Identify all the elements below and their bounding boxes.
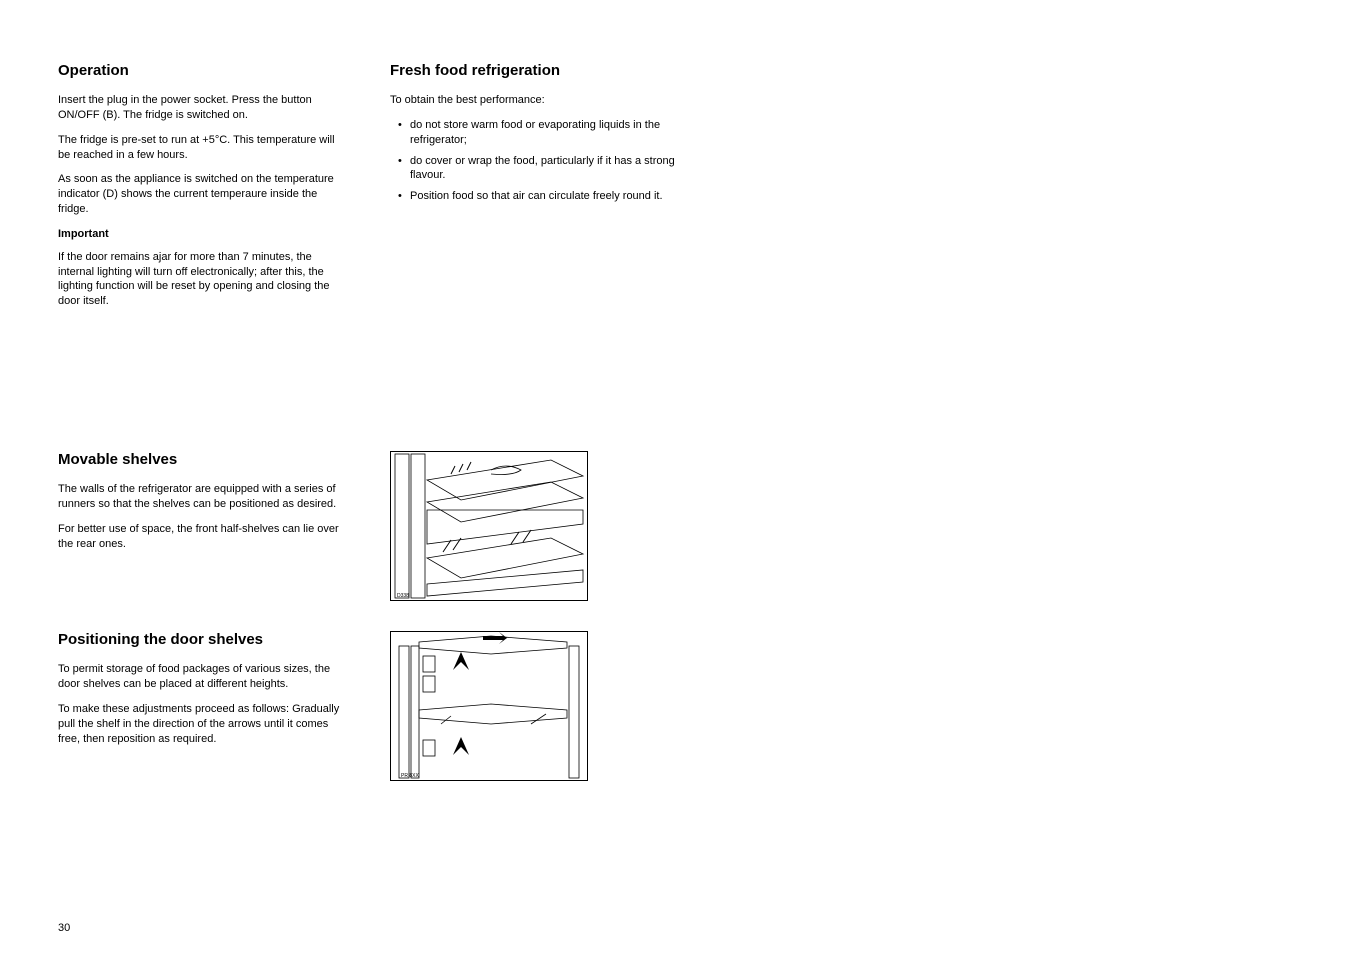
operation-p1: Insert the plug in the power socket. Pre… (58, 93, 348, 123)
movable-shelves-heading: Movable shelves (58, 451, 348, 468)
fresh-food-intro: To obtain the best performance: (390, 93, 680, 108)
movable-shelves-diagram: D338 (390, 451, 588, 601)
door-shelves-diagram-wrap: PR 8XX (390, 631, 590, 781)
fresh-food-column: Fresh food refrigeration To obtain the b… (390, 62, 680, 319)
svg-text:D338: D338 (397, 593, 409, 599)
movable-shelves-p2: For better use of space, the front half-… (58, 522, 348, 552)
list-item: do cover or wrap the food, particularly … (390, 154, 680, 184)
movable-shelves-diagram-wrap: D338 (390, 451, 590, 601)
movable-shelves-section: Movable shelves The walls of the refrige… (58, 451, 1292, 601)
shelves-svg-icon: D338 (391, 452, 587, 600)
important-text: If the door remains ajar for more than 7… (58, 250, 348, 309)
door-shelves-heading: Positioning the door shelves (58, 631, 348, 648)
fresh-food-heading: Fresh food refrigeration (390, 62, 680, 79)
list-item: Position food so that air can circulate … (390, 189, 680, 204)
operation-p2: The fridge is pre-set to run at +5°C. Th… (58, 133, 348, 163)
top-columns: Operation Insert the plug in the power s… (58, 62, 1292, 319)
door-shelves-text: Positioning the door shelves To permit s… (58, 631, 348, 781)
operation-heading: Operation (58, 62, 348, 79)
page-number: 30 (58, 922, 70, 934)
door-shelves-svg-icon: PR 8XX (391, 632, 587, 780)
movable-shelves-p1: The walls of the refrigerator are equipp… (58, 482, 348, 512)
movable-shelves-text: Movable shelves The walls of the refrige… (58, 451, 348, 601)
door-shelves-section: Positioning the door shelves To permit s… (58, 631, 1292, 781)
important-label: Important (58, 227, 348, 242)
svg-text:PR 8XX: PR 8XX (401, 773, 419, 779)
lower-sections: Movable shelves The walls of the refrige… (58, 451, 1292, 781)
fresh-food-list: do not store warm food or evaporating li… (390, 118, 680, 204)
door-shelves-diagram: PR 8XX (390, 631, 588, 781)
operation-column: Operation Insert the plug in the power s… (58, 62, 348, 319)
operation-p3: As soon as the appliance is switched on … (58, 172, 348, 217)
door-shelves-p1: To permit storage of food packages of va… (58, 662, 348, 692)
list-item: do not store warm food or evaporating li… (390, 118, 680, 148)
door-shelves-p2: To make these adjustments proceed as fol… (58, 702, 348, 747)
